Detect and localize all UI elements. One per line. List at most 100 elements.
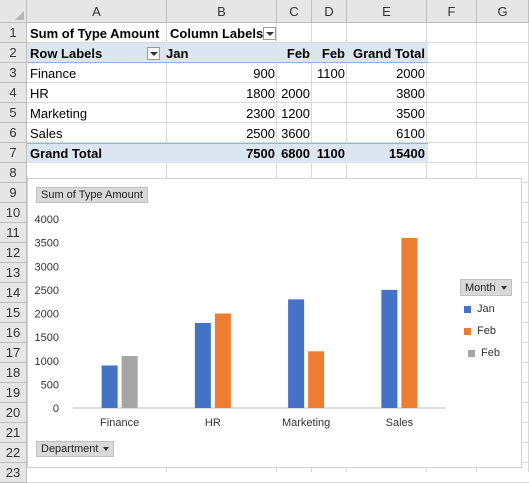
row-header-1[interactable]: 1 <box>0 23 27 43</box>
pivot-grand-total-value[interactable]: 7500 <box>246 145 275 161</box>
pivot-value-cell[interactable]: 1100 <box>317 65 345 81</box>
pivot-value-cell[interactable]: 1200 <box>281 105 310 121</box>
pivot-value-cell[interactable]: 2500 <box>246 125 275 141</box>
legend-entry-2[interactable]: Feb <box>468 347 500 359</box>
row-header-11[interactable]: 11 <box>0 223 27 243</box>
pivot-col-header-feb-2[interactable]: Feb <box>321 45 345 61</box>
column-header-d[interactable]: D <box>312 0 347 23</box>
row-header-14[interactable]: 14 <box>0 283 27 303</box>
pivot-row-total[interactable]: 3500 <box>396 105 425 121</box>
pivot-value-cell[interactable]: 2000 <box>281 85 310 101</box>
row-header-16[interactable]: 16 <box>0 323 27 343</box>
pivot-row-labels[interactable]: Row Labels <box>30 45 103 61</box>
row-header-15[interactable]: 15 <box>0 303 27 323</box>
column-header-e[interactable]: E <box>347 0 427 23</box>
legend-entry-1[interactable]: Feb <box>464 325 496 337</box>
row-header-22[interactable]: 22 <box>0 443 27 463</box>
select-all-corner[interactable] <box>0 0 27 23</box>
column-header-c[interactable]: C <box>277 0 312 23</box>
pivot-value-cell[interactable]: 3600 <box>281 125 310 141</box>
pivot-grand-total-value[interactable]: 6800 <box>281 145 310 161</box>
legend-swatch <box>468 349 475 357</box>
pivot-value-cell[interactable] <box>278 63 313 83</box>
pivot-total-rule <box>27 143 428 144</box>
pivot-row-label[interactable]: Marketing <box>30 105 88 121</box>
pivot-row-total[interactable]: 6100 <box>396 125 425 141</box>
row-header-10[interactable]: 10 <box>0 203 27 223</box>
row-header-6[interactable]: 6 <box>0 123 27 143</box>
pivot-total-band <box>27 144 428 163</box>
chart-axis-field-button[interactable]: Department <box>36 441 115 457</box>
x-tick-label: Marketing <box>282 417 330 429</box>
pivot-value-cell[interactable] <box>313 83 348 103</box>
pivot-header-band <box>27 43 428 63</box>
pivot-col-header-feb[interactable]: Feb <box>286 45 310 61</box>
pivot-col-header-jan[interactable]: Jan <box>166 45 189 61</box>
pivot-chart[interactable]: Sum of Type Amount Department Month Jan F… <box>27 178 522 468</box>
row-header-23[interactable]: 23 <box>0 463 27 483</box>
row-header-20[interactable]: 20 <box>0 403 27 423</box>
row-header-5[interactable]: 5 <box>0 103 27 123</box>
axis-field-label: Department <box>41 443 99 455</box>
pivot-value-cell[interactable]: 900 <box>253 65 275 81</box>
pivot-row-total[interactable]: 2000 <box>396 65 425 81</box>
row-header-13[interactable]: 13 <box>0 263 27 283</box>
row-gridline <box>27 42 529 43</box>
pivot-row-label[interactable]: Finance <box>30 65 77 81</box>
legend-label: Jan <box>477 303 495 315</box>
chevron-down-icon <box>149 51 158 56</box>
column-header-a[interactable]: A <box>27 0 167 23</box>
chart-legend-field-button[interactable]: Month <box>460 279 512 296</box>
row-header-18[interactable]: 18 <box>0 363 27 383</box>
legend-label: Feb <box>481 347 500 359</box>
pivot-row-total[interactable]: 3800 <box>396 85 425 101</box>
pivot-header-rule <box>27 62 428 63</box>
row-header-3[interactable]: 3 <box>0 63 27 83</box>
column-header-b[interactable]: B <box>167 0 277 23</box>
y-tick-label: 3500 <box>35 238 59 250</box>
legend-swatch <box>464 305 471 313</box>
chevron-down-icon <box>103 447 110 451</box>
row-header-2[interactable]: 2 <box>0 43 27 63</box>
chevron-down-icon <box>500 285 507 290</box>
pivot-grand-total-value[interactable]: 1100 <box>316 145 345 161</box>
bar-jan-marketing <box>288 299 305 408</box>
column-header-f[interactable]: F <box>427 0 477 23</box>
column-header-g[interactable]: G <box>477 0 529 23</box>
legend-entry-0[interactable]: Jan <box>464 303 495 315</box>
chart-values-field-button[interactable]: Sum of Type Amount <box>36 187 148 203</box>
row-header-8[interactable]: 8 <box>0 163 27 183</box>
pivot-value-cell[interactable] <box>313 103 348 123</box>
bar-jan-finance <box>101 365 118 408</box>
y-tick-label: 4000 <box>35 214 59 226</box>
row-header-19[interactable]: 19 <box>0 383 27 403</box>
row-header-4[interactable]: 4 <box>0 83 27 103</box>
legend-swatch <box>464 327 471 335</box>
bar-feb-sales <box>401 237 418 408</box>
pivot-column-labels[interactable]: Column Labels <box>170 25 264 41</box>
chart-plot-area: 0 500 1000 1500 2000 2500 3000 3500 4000 Finance H… <box>35 214 446 429</box>
column-labels-filter-button[interactable] <box>263 27 276 40</box>
select-all-triangle-icon <box>15 11 24 20</box>
y-tick-label: 500 <box>41 379 59 391</box>
row-labels-filter-button[interactable] <box>147 47 160 60</box>
row-header-17[interactable]: 17 <box>0 343 27 363</box>
pivot-row-label[interactable]: Sales <box>30 125 63 141</box>
row-header-7[interactable]: 7 <box>0 143 27 163</box>
pivot-col-header-grand-total[interactable]: Grand Total <box>353 45 425 61</box>
y-tick-label: 3000 <box>35 261 59 273</box>
pivot-value-cell[interactable]: 2300 <box>246 105 275 121</box>
row-header-9[interactable]: 9 <box>0 183 27 203</box>
pivot-value-label[interactable]: Sum of Type Amount <box>30 25 160 41</box>
row-header-21[interactable]: 21 <box>0 423 27 443</box>
bar-feb-hr <box>214 313 231 408</box>
row-gridline <box>27 122 529 123</box>
row-header-12[interactable]: 12 <box>0 243 27 263</box>
pivot-value-cell[interactable] <box>313 123 348 143</box>
pivot-value-cell[interactable]: 1800 <box>246 85 275 101</box>
x-tick-label: HR <box>205 417 221 429</box>
bar-feb-finance <box>121 356 138 408</box>
pivot-row-label[interactable]: HR <box>30 85 49 101</box>
pivot-grand-total-sum[interactable]: 15400 <box>388 145 425 161</box>
pivot-grand-total-label[interactable]: Grand Total <box>30 145 102 161</box>
